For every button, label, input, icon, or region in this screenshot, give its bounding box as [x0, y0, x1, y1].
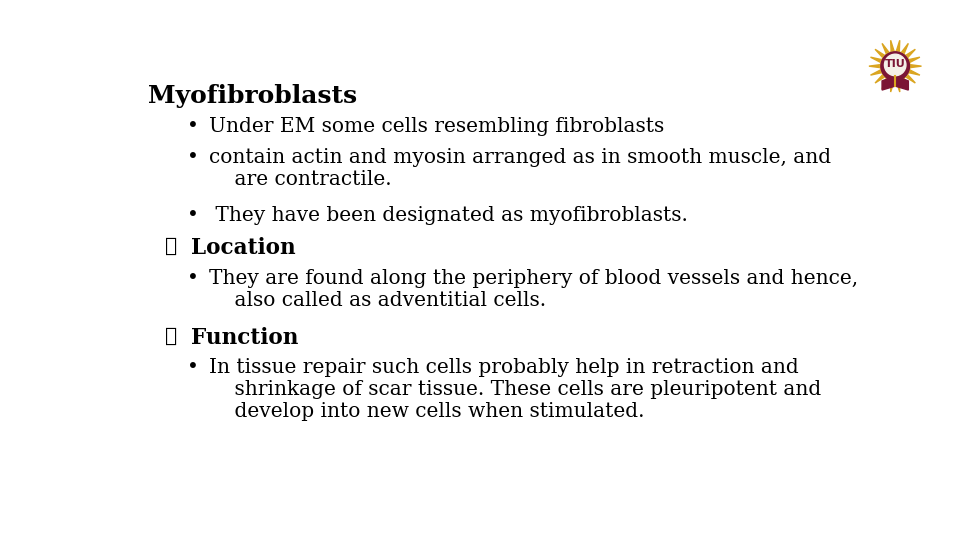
Circle shape [884, 54, 906, 76]
Polygon shape [876, 74, 886, 83]
Polygon shape [897, 76, 908, 90]
Polygon shape [882, 77, 890, 89]
Polygon shape [891, 40, 895, 53]
Polygon shape [900, 43, 908, 55]
Polygon shape [882, 76, 894, 90]
Polygon shape [907, 69, 920, 75]
Polygon shape [907, 57, 920, 63]
Text: Function: Function [191, 327, 299, 349]
Text: •: • [187, 148, 199, 167]
Polygon shape [909, 64, 922, 68]
Text: ➢: ➢ [165, 327, 177, 346]
Text: They have been designated as myofibroblasts.: They have been designated as myofibrobla… [209, 206, 688, 225]
Text: ➢: ➢ [165, 238, 177, 256]
Polygon shape [900, 77, 908, 89]
Circle shape [881, 52, 909, 80]
Text: •: • [187, 268, 199, 287]
Text: Myofibroblasts: Myofibroblasts [148, 84, 357, 107]
Text: Location: Location [191, 238, 296, 259]
Text: contain actin and myosin arranged as in smooth muscle, and
    are contractile.: contain actin and myosin arranged as in … [209, 148, 831, 189]
Polygon shape [871, 69, 883, 75]
Polygon shape [896, 40, 900, 53]
Polygon shape [896, 79, 900, 92]
Polygon shape [876, 49, 886, 58]
Text: Under EM some cells resembling fibroblasts: Under EM some cells resembling fibroblas… [209, 117, 664, 136]
Polygon shape [891, 79, 895, 92]
Text: TIU: TIU [885, 59, 905, 69]
Text: In tissue repair such cells probably help in retraction and
    shrinkage of sca: In tissue repair such cells probably hel… [209, 358, 822, 421]
Circle shape [880, 51, 910, 81]
Text: •: • [187, 206, 199, 225]
Polygon shape [869, 64, 881, 68]
Polygon shape [882, 43, 890, 55]
Polygon shape [904, 49, 915, 58]
Text: •: • [187, 117, 199, 136]
Text: •: • [187, 358, 199, 377]
Polygon shape [904, 74, 915, 83]
Polygon shape [871, 57, 883, 63]
Text: They are found along the periphery of blood vessels and hence,
    also called a: They are found along the periphery of bl… [209, 268, 858, 309]
